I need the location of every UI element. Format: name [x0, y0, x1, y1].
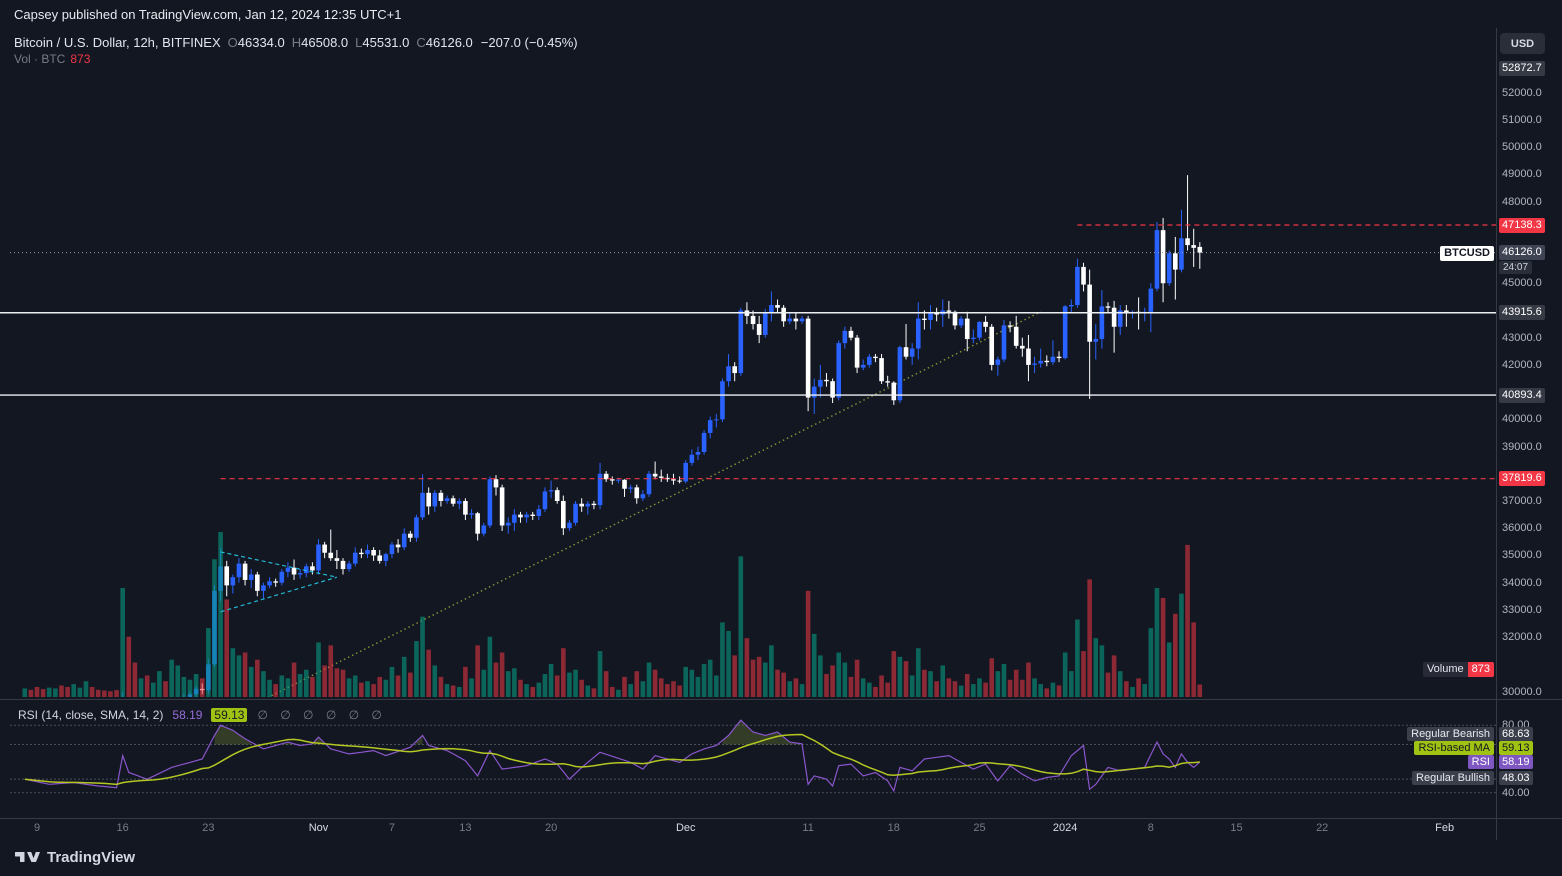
publish-bar: Capsey published on TradingView.com, Jan… — [14, 7, 401, 22]
regular-bullish-label: Regular Bullish — [1412, 771, 1494, 785]
volume-pill-label: Volume — [1422, 662, 1468, 677]
price-tick-39000.0: 39000.0 — [1502, 440, 1542, 453]
resistance-upper-badge: 47138.3 — [1499, 218, 1545, 233]
time-label-9: 9 — [33, 822, 41, 834]
regular-bearish-label: Regular Bearish — [1407, 727, 1494, 741]
time-label-7: 7 — [388, 822, 396, 834]
publish-text: Capsey published on TradingView.com, Jan… — [14, 7, 402, 22]
price-tick-30000.0: 30000.0 — [1502, 685, 1542, 698]
time-label-8: 8 — [1147, 822, 1154, 834]
price-tick-48000.0: 48000.0 — [1502, 195, 1542, 208]
rsi-axis-40: 40.00 — [1502, 787, 1530, 799]
symbol-title[interactable]: Bitcoin / U.S. Dollar, 12h, BITFINEX — [14, 35, 221, 50]
time-label-Nov: Nov — [308, 822, 329, 834]
volume-pill-value: 873 — [1467, 662, 1494, 677]
time-axis-separator — [0, 818, 1562, 819]
level-upper-badge: 43915.6 — [1499, 305, 1545, 320]
rsi-pane-separator[interactable] — [0, 699, 1562, 700]
time-label-22: 22 — [1316, 822, 1329, 834]
resistance-lower-badge: 37819.6 — [1499, 471, 1545, 486]
price-tick-45000.0: 45000.0 — [1502, 277, 1542, 290]
time-label-2024: 2024 — [1052, 822, 1078, 834]
ohlc-low-label: L — [355, 35, 363, 50]
rsi-based-ma-label: RSI-based MA — [1414, 741, 1494, 755]
price-tick-35000.0: 35000.0 — [1502, 549, 1542, 562]
price-tick-50000.0: 50000.0 — [1502, 141, 1542, 154]
price-tick-43000.0: 43000.0 — [1502, 331, 1542, 344]
level-lower-badge: 40893.4 — [1499, 388, 1545, 403]
time-label-16: 16 — [116, 822, 129, 834]
rsi-divergence-values: ∅ ∅ ∅ ∅ ∅ ∅ — [257, 708, 382, 722]
volume-row: Vol · BTC 873 — [14, 52, 90, 66]
rsi-title[interactable]: RSI (14, close, SMA, 14, 2) — [18, 708, 164, 722]
regular-bearish-value-badge: 68.63 — [1499, 727, 1533, 741]
price-tick-36000.0: 36000.0 — [1502, 522, 1542, 535]
time-label-15: 15 — [1230, 822, 1243, 834]
upper-price-label-badge: 52872.7 — [1499, 61, 1545, 76]
symbol-name-label: BTCUSD — [1440, 246, 1494, 261]
time-label-Dec: Dec — [675, 822, 696, 834]
ohlc-open-value: 46334.0 — [237, 35, 285, 50]
time-label-13: 13 — [459, 822, 472, 834]
last-price-badge: 46126.0 — [1499, 245, 1545, 260]
volume-series-value: 873 — [70, 52, 91, 66]
currency-toggle-button[interactable]: USD — [1500, 33, 1545, 54]
rsi-value-badge: 58.19 — [1499, 755, 1533, 769]
price-tick-32000.0: 32000.0 — [1502, 631, 1542, 644]
candle-countdown: 24:07 — [1499, 261, 1533, 274]
time-label-20: 20 — [544, 822, 558, 834]
ohlc-high-label: H — [291, 35, 302, 50]
price-tick-33000.0: 33000.0 — [1502, 603, 1542, 616]
rsi-indicator-header[interactable]: RSI (14, close, SMA, 14, 2) 58.19 59.13 … — [18, 708, 382, 722]
regular-bullish-value-badge: 48.03 — [1499, 771, 1533, 785]
volume-indicator-pill: Volume 873 — [1422, 662, 1494, 677]
symbol-header: Bitcoin / U.S. Dollar, 12h, BITFINEX O463… — [14, 35, 578, 50]
rsi-label: RSI — [1467, 755, 1494, 769]
time-label-18: 18 — [887, 822, 900, 834]
price-tick-40000.0: 40000.0 — [1502, 413, 1542, 426]
tradingview-logo-text[interactable]: TradingView — [47, 848, 136, 866]
price-axis-separator[interactable] — [1496, 28, 1497, 840]
rsi-ma-value-chip: 59.13 — [211, 708, 248, 722]
ohlc-close-label: C — [416, 35, 426, 50]
ohlc-low-value: 45531.0 — [362, 35, 410, 50]
price-tick-37000.0: 37000.0 — [1502, 495, 1542, 507]
price-tick-34000.0: 34000.0 — [1502, 576, 1542, 589]
time-label-Feb: Feb — [1435, 822, 1455, 834]
volume-series-label: Vol · BTC — [14, 52, 66, 66]
time-label-11: 11 — [802, 822, 814, 834]
price-tick-51000.0: 51000.0 — [1502, 113, 1542, 126]
ohlc-close-value: 46126.0 — [425, 35, 473, 50]
time-axis[interactable]: 9 16 23 Nov 7 13 20 Dec 11 18 25 2024 8 15 22 Feb — [0, 819, 1496, 840]
rsi-ma-value-badge: 59.13 — [1499, 741, 1533, 755]
price-tick-42000.0: 42000.0 — [1502, 358, 1542, 371]
price-tick-52000.0: 52000.0 — [1502, 86, 1542, 99]
time-label-25: 25 — [973, 822, 986, 834]
ohlc-high-value: 46508.0 — [301, 35, 349, 50]
price-tick-49000.0: 49000.0 — [1502, 168, 1542, 181]
rsi-current-value: 58.19 — [172, 708, 203, 722]
footer: TradingView — [14, 848, 135, 866]
tradingview-logo-icon[interactable] — [14, 848, 40, 866]
ohlc-open-label: O — [227, 35, 238, 50]
ohlc-change: −207.0 (−0.45%) — [480, 35, 578, 50]
time-label-23: 23 — [202, 822, 215, 834]
